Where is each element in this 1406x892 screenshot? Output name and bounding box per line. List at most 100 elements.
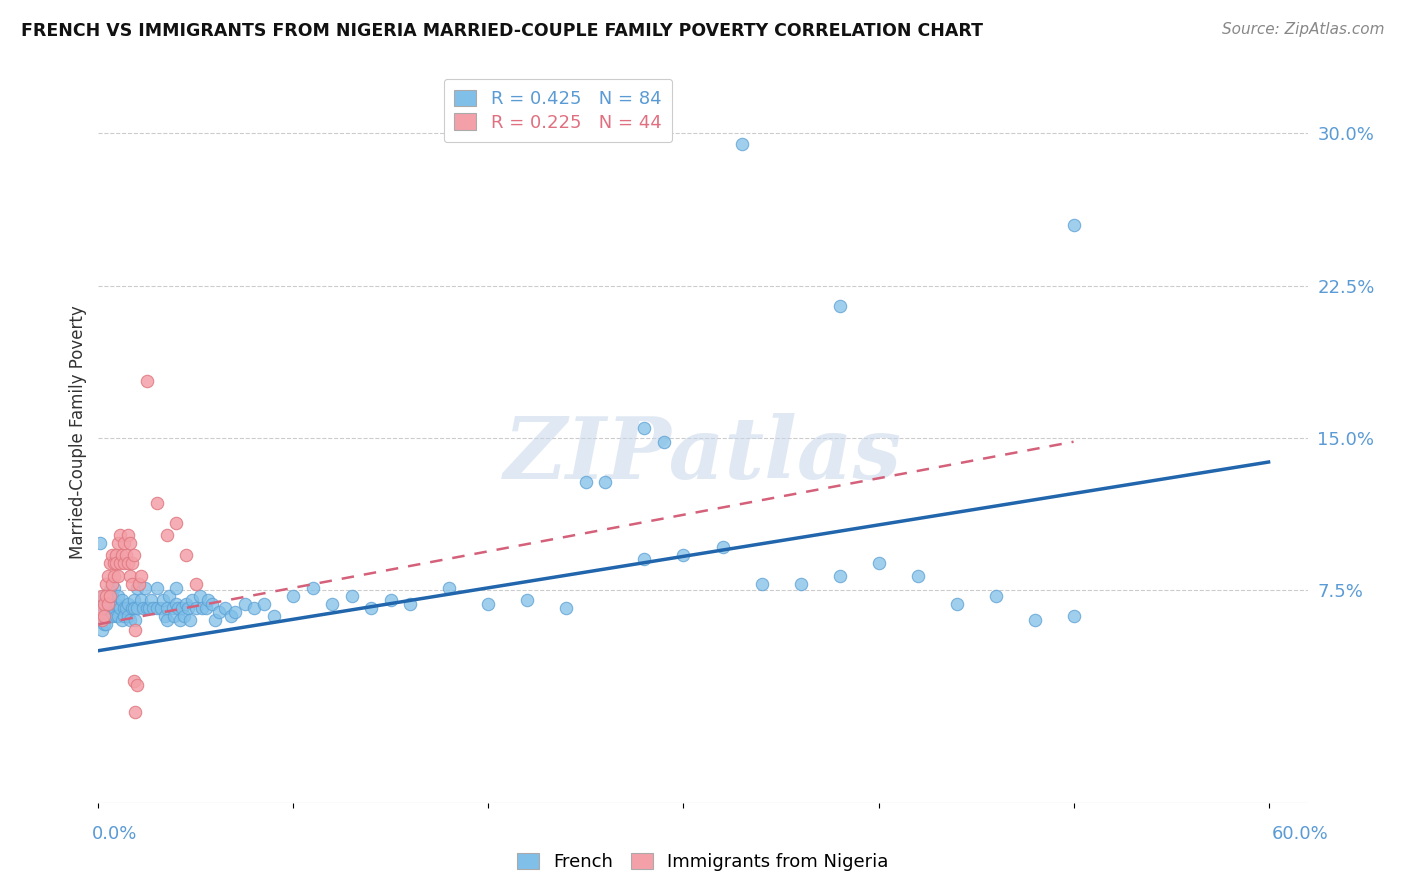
Point	[136, 601, 159, 615]
Y-axis label: Married-Couple Family Poverty: Married-Couple Family Poverty	[69, 306, 87, 559]
Point	[516, 593, 538, 607]
Point	[101, 576, 124, 591]
Point	[118, 536, 141, 550]
Point	[1063, 218, 1085, 232]
Point	[107, 568, 129, 582]
Point	[131, 593, 153, 607]
Point	[131, 568, 153, 582]
Point	[751, 576, 773, 591]
Point	[117, 528, 139, 542]
Point	[124, 613, 146, 627]
Point	[181, 593, 204, 607]
Point	[169, 613, 191, 627]
Point	[302, 581, 325, 595]
Point	[194, 601, 217, 615]
Point	[188, 589, 211, 603]
Point	[111, 549, 134, 563]
Text: FRENCH VS IMMIGRANTS FROM NIGERIA MARRIED-COUPLE FAMILY POVERTY CORRELATION CHAR: FRENCH VS IMMIGRANTS FROM NIGERIA MARRIE…	[21, 22, 983, 40]
Point	[191, 601, 214, 615]
Point	[93, 609, 115, 624]
Point	[711, 540, 734, 554]
Point	[97, 593, 120, 607]
Point	[127, 601, 149, 615]
Point	[156, 528, 179, 542]
Point	[136, 374, 159, 388]
Point	[107, 536, 129, 550]
Point	[165, 516, 187, 530]
Point	[98, 582, 121, 597]
Point	[127, 678, 149, 692]
Point	[184, 601, 207, 615]
Point	[174, 549, 197, 563]
Point	[122, 593, 145, 607]
Point	[96, 589, 118, 603]
Point	[197, 593, 219, 607]
Point	[263, 609, 285, 624]
Point	[633, 420, 655, 434]
Point	[93, 617, 115, 632]
Point	[122, 549, 145, 563]
Point	[652, 434, 675, 449]
Text: 60.0%: 60.0%	[1272, 825, 1329, 843]
Point	[321, 597, 343, 611]
Point	[156, 601, 179, 615]
Point	[243, 601, 266, 615]
Point	[152, 593, 174, 607]
Point	[233, 597, 256, 611]
Point	[124, 705, 146, 719]
Point	[340, 589, 363, 603]
Point	[101, 609, 124, 624]
Point	[121, 576, 143, 591]
Point	[868, 557, 890, 571]
Point	[208, 605, 231, 619]
Point	[142, 601, 165, 615]
Point	[118, 568, 141, 582]
Point	[184, 576, 207, 591]
Point	[555, 601, 578, 615]
Point	[828, 568, 851, 582]
Point	[91, 589, 114, 603]
Point	[380, 593, 402, 607]
Point	[477, 597, 499, 611]
Point	[146, 601, 169, 615]
Point	[103, 601, 125, 615]
Point	[98, 557, 121, 571]
Point	[104, 597, 127, 611]
Point	[118, 613, 141, 627]
Point	[108, 557, 131, 571]
Point	[112, 557, 135, 571]
Point	[107, 589, 129, 603]
Text: 0.0%: 0.0%	[91, 825, 136, 843]
Point	[97, 597, 120, 611]
Point	[96, 576, 118, 591]
Point	[108, 528, 131, 542]
Point	[121, 557, 143, 571]
Point	[214, 601, 236, 615]
Point	[111, 593, 134, 607]
Point	[124, 624, 146, 638]
Point	[789, 576, 811, 591]
Point	[111, 613, 134, 627]
Point	[103, 557, 125, 571]
Point	[98, 603, 121, 617]
Point	[283, 589, 305, 603]
Point	[575, 475, 598, 490]
Point	[91, 597, 114, 611]
Point	[253, 597, 276, 611]
Point	[172, 601, 194, 615]
Point	[104, 549, 127, 563]
Point	[138, 601, 160, 615]
Point	[117, 609, 139, 624]
Point	[162, 601, 184, 615]
Point	[633, 552, 655, 566]
Point	[153, 609, 176, 624]
Point	[122, 601, 145, 615]
Legend: French, Immigrants from Nigeria: French, Immigrants from Nigeria	[510, 846, 896, 879]
Point	[439, 581, 461, 595]
Point	[165, 581, 187, 595]
Point	[984, 589, 1007, 603]
Point	[112, 609, 135, 624]
Point	[93, 589, 115, 603]
Point	[156, 613, 179, 627]
Point	[149, 601, 172, 615]
